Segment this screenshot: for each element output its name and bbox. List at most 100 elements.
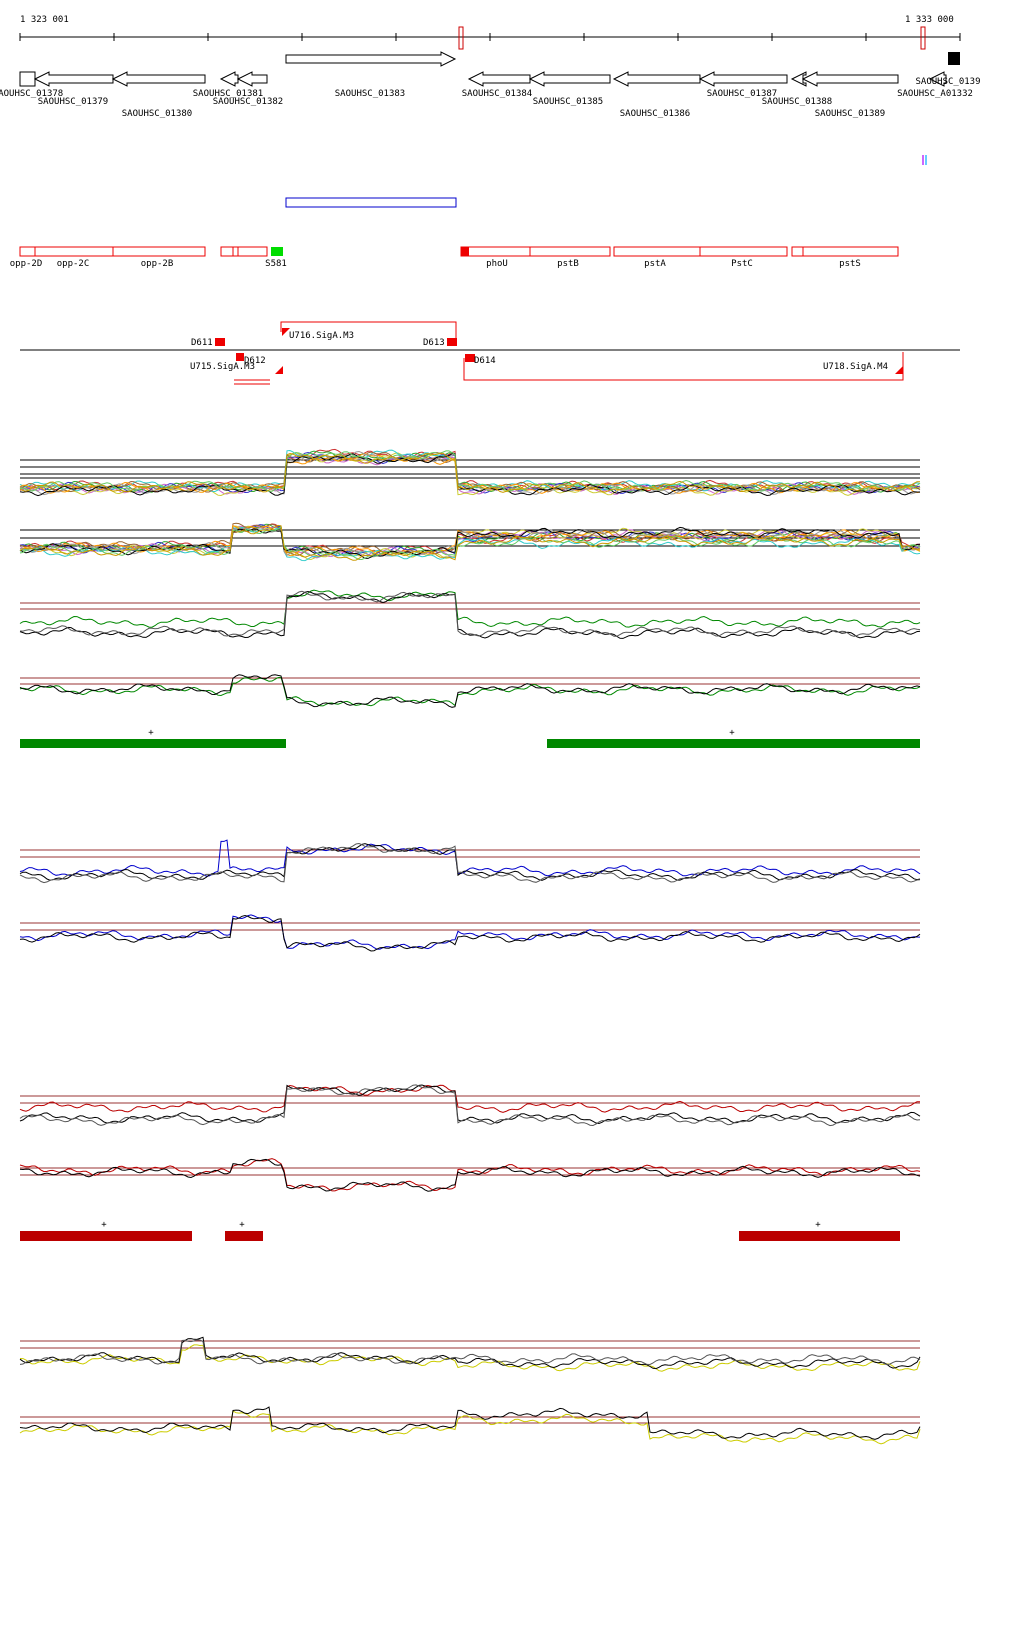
signal-trace	[19, 1410, 921, 1445]
segment-flag	[275, 366, 283, 374]
feature-box	[220, 246, 234, 257]
region-bar	[225, 1231, 263, 1241]
gene-arrow	[19, 71, 36, 87]
signal-trace	[19, 1339, 921, 1366]
signal-trace	[19, 590, 921, 639]
feature-label: pstA	[644, 259, 666, 269]
feature-box	[802, 246, 899, 257]
region-label: +	[239, 1220, 245, 1230]
gene-label: SAOUHSC_01383	[335, 89, 405, 99]
gene-label: SAOUHSC_01380	[122, 109, 192, 119]
signal-trace	[19, 839, 921, 877]
gene-label: SAOUHSC_A01332	[897, 89, 973, 99]
feature-box	[613, 246, 701, 257]
signal-trace	[19, 842, 921, 884]
feature-label: PstC	[731, 259, 753, 269]
ruler-marker	[458, 26, 464, 50]
feature-box	[791, 246, 804, 257]
segment-line	[280, 321, 457, 342]
signal-trace	[19, 1084, 920, 1113]
feature-label: opp-2D	[10, 259, 43, 269]
signal-trace	[19, 525, 921, 561]
feature-box	[271, 247, 283, 256]
segment-label: U716.SigA.M3	[289, 331, 354, 341]
signal-trace	[19, 1344, 921, 1372]
gene-arrow	[528, 71, 611, 87]
gene-label: SAOUHSC_0139	[915, 77, 980, 87]
region-label: +	[101, 1220, 107, 1230]
signal-trace	[19, 450, 921, 492]
gene-label: SAOUHSC_01389	[815, 109, 885, 119]
signal-trace	[19, 451, 921, 494]
gene-arrow	[111, 71, 206, 87]
segment-label: D613	[423, 338, 445, 348]
gene-label: SAOUHSC_01381	[193, 89, 263, 99]
region-bar	[20, 739, 286, 748]
signal-trace	[19, 589, 921, 628]
signal-trace	[19, 453, 921, 494]
signal-tracks	[19, 448, 921, 1445]
region-label: +	[815, 1220, 821, 1230]
feature-label: pstS	[839, 259, 861, 269]
signal-trace	[19, 676, 921, 707]
gene-label: SAOUHSC_01387	[707, 89, 777, 99]
gene-label: SAOUHSC_01379	[38, 97, 108, 107]
region-label: +	[729, 728, 735, 738]
ruler-end: 1 333 000	[905, 15, 954, 25]
signal-trace	[19, 1158, 921, 1192]
gene-arrow	[801, 71, 899, 87]
gene-box	[948, 52, 960, 65]
marker	[925, 155, 927, 165]
feature-label: S581	[265, 259, 287, 269]
signal-trace	[19, 914, 921, 952]
gene-arrow	[612, 71, 701, 87]
gene-label: SAOUHSC_01388	[762, 97, 832, 107]
gene-arrow	[467, 71, 531, 87]
gene-arrow	[33, 71, 114, 87]
segment-flag	[282, 328, 290, 336]
signal-trace	[19, 674, 921, 708]
feature-box	[529, 246, 611, 257]
segment-box	[236, 353, 244, 361]
gene-arrow	[219, 71, 239, 87]
feature-box	[460, 246, 531, 257]
region-bar	[739, 1231, 900, 1241]
signal-trace	[19, 522, 921, 556]
signal-trace	[19, 526, 921, 562]
segment-label: U718.SigA.M4	[823, 362, 888, 372]
gene-label: SAOUHSC_01382	[213, 97, 283, 107]
marker	[922, 155, 924, 165]
feature-box	[112, 246, 206, 257]
signal-trace	[19, 590, 921, 637]
gene-label: SAOUHSC_01384	[462, 89, 532, 99]
signal-trace	[19, 452, 920, 493]
gene-arrow	[698, 71, 788, 87]
feature-label: pstB	[557, 259, 579, 269]
gene-label: SAOUHSC_01378	[0, 89, 63, 99]
segment-box	[465, 354, 475, 362]
signal-trace	[19, 914, 921, 950]
signal-trace	[19, 524, 921, 561]
gene-arrow	[285, 51, 457, 67]
gene-label: SAOUHSC_01385	[533, 97, 603, 107]
segment-box	[447, 338, 457, 346]
feature-label: opp-2C	[57, 259, 90, 269]
signal-trace	[19, 526, 921, 559]
region-bar	[547, 739, 920, 748]
feature-box	[461, 247, 469, 256]
segment-label: D612	[244, 356, 266, 366]
gene-arrow	[236, 71, 268, 87]
gene-label: SAOUHSC_01386	[620, 109, 690, 119]
segment-label: D611	[191, 338, 213, 348]
region-bar	[20, 1231, 192, 1241]
signal-trace	[19, 525, 921, 560]
region-label: +	[148, 728, 154, 738]
segment-flag	[895, 366, 903, 374]
segment-label: D614	[474, 356, 496, 366]
signal-trace	[19, 1336, 921, 1370]
feature-box	[19, 246, 36, 257]
signal-trace	[19, 453, 921, 497]
feature-label: phoU	[486, 259, 508, 269]
segment-box	[215, 338, 225, 346]
